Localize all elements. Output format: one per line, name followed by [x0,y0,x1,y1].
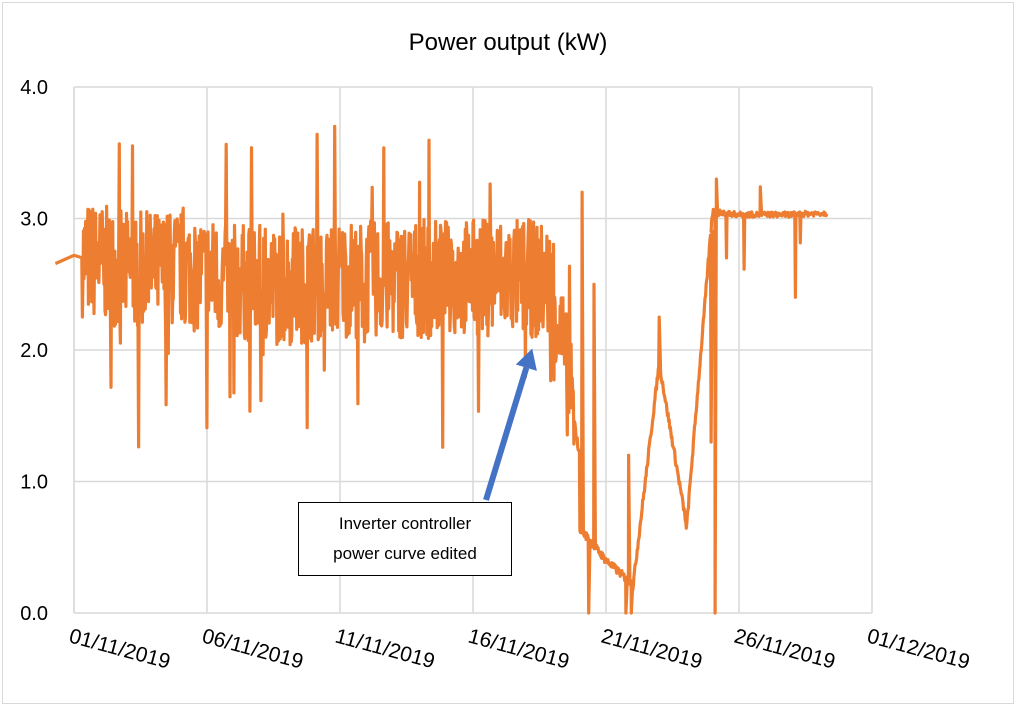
x-tick-label: 06/11/2019 [200,625,306,674]
grid [73,86,873,614]
x-tick-label: 01/12/2019 [865,625,972,674]
y-tick-label: 3.0 [20,209,48,231]
x-axis: 01/11/2019 06/11/2019 11/11/2019 16/11/2019… [67,625,972,674]
series-layer [54,124,829,615]
x-tick-label: 26/11/2019 [732,625,838,674]
y-axis: 0.0 1.0 2.0 3.0 4.0 [20,77,48,625]
arrow-head [515,348,537,371]
arrow-shaft [483,366,530,501]
chart-title: Power output (kW) [409,29,608,56]
annotation-arrow [483,348,537,501]
y-tick-label: 1.0 [20,472,48,494]
x-tick-label: 21/11/2019 [599,625,705,674]
y-tick-label: 2.0 [20,340,48,362]
annotation-line-1: Inverter controller [338,514,472,533]
x-tick-label: 16/11/2019 [466,625,572,674]
x-tick-label: 11/11/2019 [333,625,437,674]
y-tick-label: 0.0 [20,603,48,625]
annotation-line-2: power curve edited [333,544,477,563]
x-tick-label: 01/11/2019 [67,625,173,674]
annotation-box: Inverter controller power curve edited [298,502,512,576]
series-line [54,124,829,615]
y-tick-label: 4.0 [20,77,48,99]
